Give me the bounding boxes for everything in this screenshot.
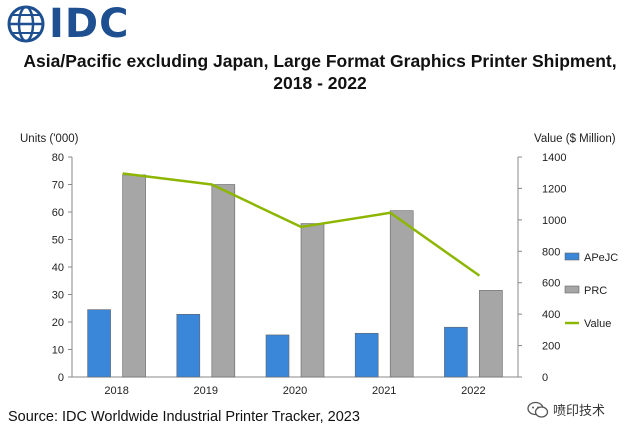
- y-tick-label: 20: [52, 317, 64, 329]
- y-tick-label: 70: [52, 180, 64, 192]
- x-tick-label: 2021: [372, 385, 396, 397]
- y2-tick-label: 600: [542, 278, 560, 290]
- bar-apejc: [265, 334, 290, 378]
- y2-tick-label: 1000: [542, 215, 566, 227]
- source-note: Source: IDC Worldwide Industrial Printer…: [8, 409, 360, 425]
- legend-label: PRC: [584, 285, 607, 297]
- chart-title: Asia/Pacific excluding Japan, Large Form…: [0, 50, 640, 94]
- chart-title-line2: 2018 - 2022: [273, 73, 367, 93]
- wechat-icon: [527, 401, 549, 418]
- legend-label: Value: [584, 318, 611, 330]
- bar-prc: [389, 210, 414, 378]
- y-tick-label: 30: [52, 290, 64, 302]
- x-tick-label: 2018: [104, 385, 128, 397]
- bar-apejc: [87, 309, 111, 378]
- logo-text: IDC: [49, 1, 130, 47]
- bar-prc: [479, 290, 503, 378]
- x-tick-label: 2020: [283, 385, 307, 397]
- watermark: 喷印技术: [527, 400, 605, 419]
- legend-label: APeJC: [584, 252, 618, 264]
- y2-tick-label: 400: [542, 309, 560, 321]
- legend-swatch-apejc: [564, 252, 580, 261]
- y-tick-label: 0: [58, 372, 64, 384]
- y2-tick-label: 1200: [542, 183, 566, 195]
- watermark-text: 喷印技术: [553, 404, 606, 419]
- bar-prc: [122, 174, 146, 378]
- y-tick-label: 60: [52, 207, 64, 219]
- bar-prc: [211, 184, 236, 378]
- bar-apejc: [444, 326, 468, 378]
- y2-axis-title: Value ($ Million): [534, 133, 616, 145]
- bar-prc: [300, 223, 325, 378]
- idc-logo: IDC: [6, 2, 129, 46]
- y2-tick-label: 200: [542, 341, 560, 353]
- y2-tick-label: 1400: [542, 152, 566, 164]
- bar-apejc: [354, 332, 379, 378]
- y-tick-label: 80: [52, 152, 64, 164]
- legend-swatch-prc: [564, 285, 580, 294]
- x-tick-label: 2019: [194, 385, 218, 397]
- chart-title-line1: Asia/Pacific excluding Japan, Large Form…: [23, 51, 617, 71]
- y-tick-label: 10: [52, 345, 64, 357]
- y-axis-title: Units ('000): [20, 133, 79, 145]
- globe-icon: [7, 5, 45, 43]
- y2-tick-label: 800: [542, 246, 560, 258]
- x-tick-label: 2022: [461, 385, 485, 397]
- y2-tick-label: 0: [542, 372, 548, 384]
- y-tick-label: 40: [52, 262, 64, 274]
- bar-apejc: [176, 313, 201, 378]
- line-value: [122, 172, 481, 277]
- y-tick-label: 50: [52, 235, 64, 247]
